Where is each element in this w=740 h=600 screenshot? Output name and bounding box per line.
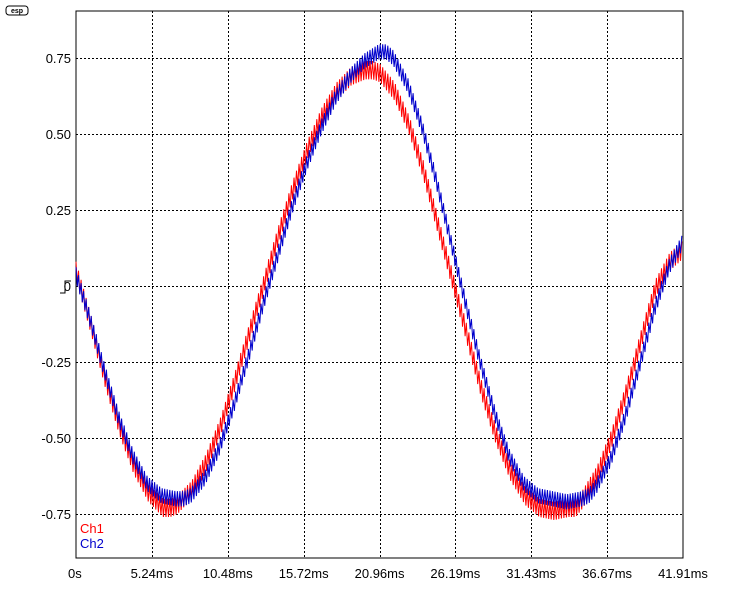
legend-item-ch1: Ch1: [80, 521, 104, 536]
y-tick-label: 0.75: [46, 51, 71, 66]
trace-ch2: [75, 44, 683, 510]
x-tick-label: 0s: [68, 566, 82, 581]
esp-logo-text: esp: [11, 8, 23, 15]
y-tick-label: 0: [64, 279, 71, 294]
legend-item-ch2: Ch2: [80, 536, 104, 551]
y-tick-label: 0.50: [46, 127, 71, 142]
x-tick-label: 31.43ms: [506, 566, 556, 581]
y-tick-label: -0.25: [41, 355, 71, 370]
x-tick-label: 5.24ms: [131, 566, 174, 581]
x-tick-label: 10.48ms: [203, 566, 253, 581]
x-tick-label: 26.19ms: [430, 566, 480, 581]
y-tick-label: -0.75: [41, 507, 71, 522]
trigger-marker-icon: [60, 280, 71, 294]
esp-logo: esp: [5, 5, 29, 16]
x-tick-label: 36.67ms: [582, 566, 632, 581]
x-axis-tick-labels: 0s 5.24ms 10.48ms 15.72ms 20.96ms 26.19ms 31.4…: [68, 566, 708, 581]
x-tick-label: 20.96ms: [355, 566, 405, 581]
grid: [76, 11, 683, 558]
x-tick-label: 15.72ms: [279, 566, 329, 581]
x-tick-label: 41.91ms: [658, 566, 708, 581]
traces: [75, 44, 683, 521]
y-axis-tick-labels: 0.75 0.50 0.25 0 -0.25 -0.50 -0.75: [41, 51, 71, 522]
plot-area: [75, 10, 684, 559]
y-tick-label: 0.25: [46, 203, 71, 218]
y-tick-label: -0.50: [41, 431, 71, 446]
